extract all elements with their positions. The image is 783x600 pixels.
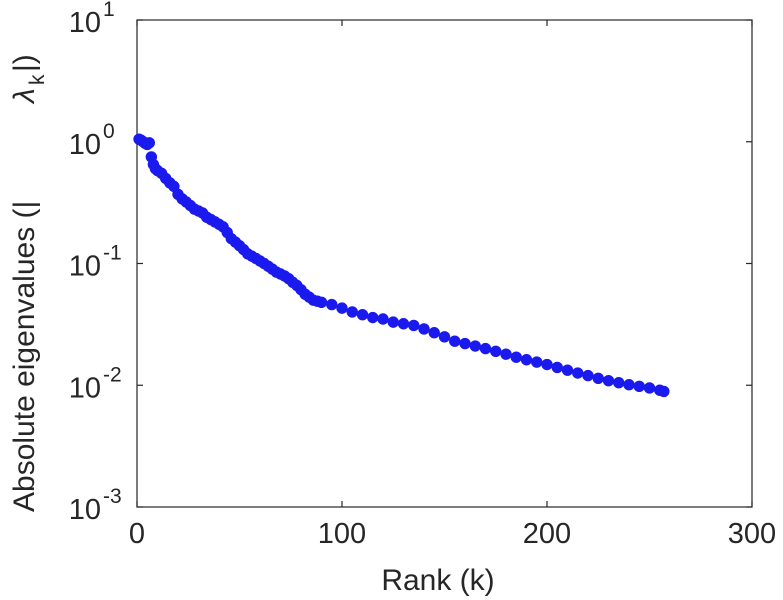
data-point <box>367 311 379 324</box>
data-point <box>346 306 358 318</box>
data-point <box>551 361 563 374</box>
y-tick-exponent: 0 <box>103 120 115 143</box>
y-axis-label: Absolute eigenvalues (| λ k |) <box>8 54 49 512</box>
data-point <box>459 337 471 350</box>
x-tick-label: 300 <box>728 518 776 550</box>
y-tick-exponent: -2 <box>103 363 122 386</box>
data-point <box>315 296 328 309</box>
svg-text:Absolute eigenvalues (|: Absolute eigenvalues (| <box>8 201 41 512</box>
data-point <box>658 385 670 398</box>
y-tick-label: 10 <box>69 129 101 161</box>
y-tick-label: 10 <box>69 251 101 283</box>
data-point <box>592 372 604 385</box>
data-point <box>520 354 533 366</box>
data-point <box>561 364 574 376</box>
data-point <box>326 298 338 311</box>
data-point <box>418 323 430 335</box>
y-tick-label: 10 <box>69 372 101 404</box>
y-tick-label: 10 <box>69 494 101 526</box>
svg-text:|): |) <box>8 54 41 72</box>
y-tick-label: 10 <box>69 7 101 39</box>
data-point <box>572 367 584 379</box>
data-point <box>490 345 502 358</box>
x-axis-label: Rank (k) <box>381 564 494 597</box>
data-point <box>541 358 553 371</box>
data-point <box>643 382 656 394</box>
x-tick-label: 200 <box>523 518 571 550</box>
data-point <box>377 313 389 325</box>
data-point <box>397 318 410 330</box>
data-point <box>613 376 625 389</box>
data-point <box>500 348 512 360</box>
data-point <box>356 308 369 321</box>
data-point <box>510 351 522 363</box>
data-point <box>623 379 635 391</box>
y-axis-label-close: |) <box>8 54 41 72</box>
data-point <box>387 316 399 328</box>
y-tick-exponent: -1 <box>103 242 122 265</box>
data-point <box>602 374 615 387</box>
svg-text:λ: λ <box>8 88 41 105</box>
data-point <box>428 327 440 339</box>
y-axis-label-text: Absolute eigenvalues (| <box>8 201 41 512</box>
svg-text:k: k <box>26 74 49 85</box>
data-point <box>479 342 492 355</box>
y-axis-label-symbol: λ <box>8 88 41 105</box>
x-tick-label: 0 <box>129 518 145 550</box>
data-series <box>133 133 670 398</box>
x-tick-label: 100 <box>318 518 366 550</box>
data-point <box>531 356 543 368</box>
y-tick-exponent: -3 <box>103 485 122 508</box>
data-point <box>469 340 481 352</box>
y-tick-exponent: 1 <box>103 0 115 21</box>
data-point <box>438 331 451 343</box>
data-point <box>143 137 156 149</box>
data-point <box>449 335 461 347</box>
data-point <box>582 369 594 382</box>
y-axis-label-subscript: k <box>26 74 49 85</box>
data-point <box>336 302 348 314</box>
data-point <box>408 319 420 332</box>
data-point <box>633 380 645 393</box>
plot-frame <box>136 19 753 508</box>
